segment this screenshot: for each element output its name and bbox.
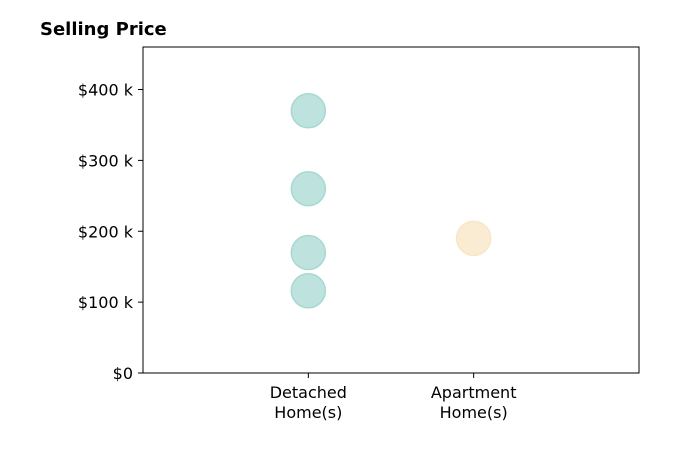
data-point — [455, 220, 492, 257]
data-point — [290, 273, 327, 309]
y-axis: $0 $100 k $200 k $300 k $400 k — [78, 81, 143, 383]
y-tick-label: $400 k — [78, 81, 134, 100]
data-point — [290, 93, 327, 129]
x-tick-label: Detached Home(s) — [270, 383, 347, 422]
y-tick-label: $0 — [113, 364, 133, 383]
y-tick-label: $100 k — [78, 293, 134, 312]
data-point — [290, 170, 327, 207]
y-tick-label: $300 k — [78, 151, 134, 170]
y-tick-label: $200 k — [78, 222, 134, 241]
x-axis: Detached Home(s) Apartment Home(s) — [270, 373, 517, 422]
data-points — [290, 93, 492, 309]
chart-title: Selling Price — [40, 19, 167, 40]
plot-area-frame — [142, 46, 640, 374]
x-tick-label: Apartment Home(s) — [431, 383, 517, 422]
data-point — [290, 234, 327, 271]
